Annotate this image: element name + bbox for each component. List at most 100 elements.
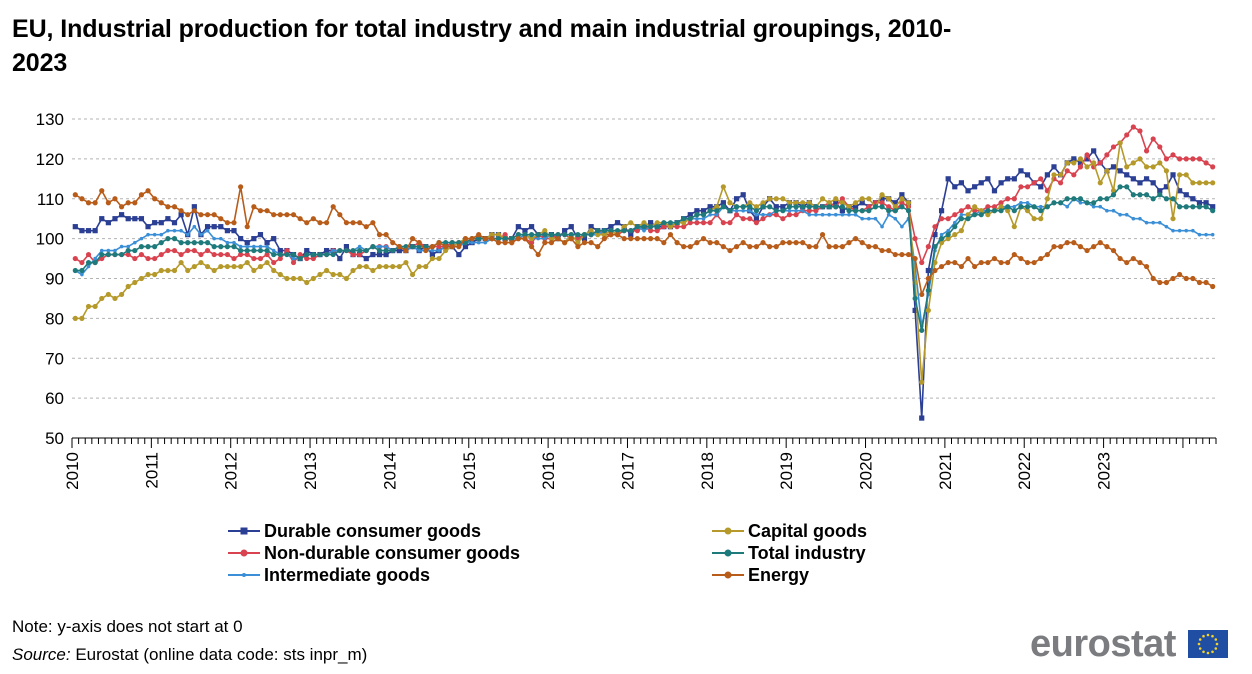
data-point bbox=[158, 220, 164, 226]
data-point bbox=[879, 247, 885, 254]
data-point bbox=[972, 184, 978, 190]
data-point bbox=[634, 236, 640, 242]
data-point bbox=[238, 244, 243, 249]
data-point bbox=[1203, 279, 1209, 286]
data-point bbox=[720, 220, 726, 226]
data-point bbox=[396, 263, 402, 270]
data-point bbox=[310, 255, 316, 262]
data-point bbox=[912, 295, 918, 302]
legend-label: Durable consumer goods bbox=[264, 520, 482, 541]
data-point bbox=[562, 240, 568, 246]
data-point bbox=[833, 204, 839, 210]
data-point bbox=[443, 244, 449, 250]
data-point bbox=[800, 240, 806, 246]
data-point bbox=[1110, 192, 1117, 198]
data-point bbox=[198, 212, 204, 218]
data-point bbox=[185, 267, 191, 274]
data-point bbox=[958, 216, 965, 222]
data-point bbox=[972, 212, 978, 218]
data-point bbox=[952, 220, 957, 225]
data-point bbox=[204, 263, 211, 270]
data-point bbox=[932, 259, 938, 266]
data-point bbox=[694, 208, 700, 214]
data-point bbox=[522, 228, 528, 234]
data-point bbox=[72, 315, 78, 321]
data-point bbox=[396, 244, 402, 250]
data-point bbox=[403, 259, 409, 266]
data-point bbox=[277, 212, 283, 218]
data-point bbox=[1210, 204, 1216, 210]
data-point bbox=[304, 279, 310, 286]
data-point bbox=[793, 204, 799, 210]
data-point bbox=[892, 208, 898, 214]
data-point bbox=[648, 220, 654, 226]
data-point bbox=[648, 224, 654, 230]
data-point bbox=[727, 208, 733, 214]
data-point bbox=[476, 236, 482, 242]
data-point bbox=[390, 247, 396, 254]
data-point bbox=[1071, 196, 1077, 202]
data-point bbox=[528, 224, 535, 230]
data-point bbox=[1005, 259, 1011, 266]
data-point bbox=[1203, 200, 1209, 206]
source-label: Source: bbox=[12, 645, 71, 664]
data-point bbox=[211, 251, 217, 258]
data-point bbox=[409, 244, 416, 250]
data-point bbox=[932, 267, 938, 274]
data-point bbox=[912, 255, 918, 262]
data-point bbox=[932, 232, 938, 238]
data-point bbox=[145, 255, 151, 262]
data-point bbox=[833, 196, 839, 202]
data-point bbox=[853, 204, 859, 210]
data-point bbox=[872, 204, 879, 210]
data-point bbox=[733, 196, 740, 202]
data-point bbox=[1084, 247, 1090, 254]
data-point bbox=[376, 232, 383, 238]
data-point bbox=[363, 255, 369, 262]
x-tick-label: 2016 bbox=[539, 452, 558, 490]
data-point bbox=[714, 204, 720, 210]
data-point bbox=[1130, 176, 1136, 182]
data-point bbox=[462, 244, 469, 250]
data-point bbox=[132, 216, 138, 222]
data-point bbox=[707, 220, 713, 226]
data-point bbox=[1071, 240, 1077, 246]
data-point bbox=[1105, 208, 1109, 213]
data-point bbox=[1097, 180, 1103, 186]
data-point bbox=[614, 228, 621, 234]
data-point bbox=[370, 251, 376, 258]
data-point bbox=[787, 208, 792, 213]
data-point bbox=[760, 204, 766, 210]
data-point bbox=[1210, 283, 1216, 290]
data-point bbox=[793, 212, 799, 218]
y-tick-label: 70 bbox=[45, 349, 64, 368]
data-point bbox=[767, 244, 773, 250]
data-point bbox=[244, 224, 250, 230]
data-point bbox=[515, 224, 521, 230]
data-point bbox=[919, 379, 925, 385]
data-point bbox=[152, 271, 158, 278]
data-point bbox=[192, 224, 197, 229]
data-point bbox=[1097, 240, 1103, 246]
data-point bbox=[304, 251, 310, 258]
data-point bbox=[350, 247, 356, 254]
data-point bbox=[700, 220, 707, 226]
data-point bbox=[700, 208, 707, 214]
data-point bbox=[138, 275, 145, 282]
data-point bbox=[1077, 164, 1084, 170]
data-point bbox=[105, 291, 111, 298]
data-point bbox=[548, 232, 555, 238]
data-point bbox=[79, 259, 85, 266]
data-point bbox=[403, 247, 409, 254]
data-point bbox=[337, 247, 343, 254]
data-point bbox=[880, 224, 884, 229]
data-point bbox=[133, 240, 137, 245]
data-point bbox=[972, 204, 978, 210]
data-point bbox=[165, 267, 171, 274]
data-point bbox=[290, 275, 297, 282]
data-point bbox=[720, 200, 726, 206]
data-point bbox=[1170, 196, 1176, 202]
data-point bbox=[152, 220, 158, 226]
data-point bbox=[694, 240, 700, 246]
y-tick-label: 60 bbox=[45, 389, 64, 408]
